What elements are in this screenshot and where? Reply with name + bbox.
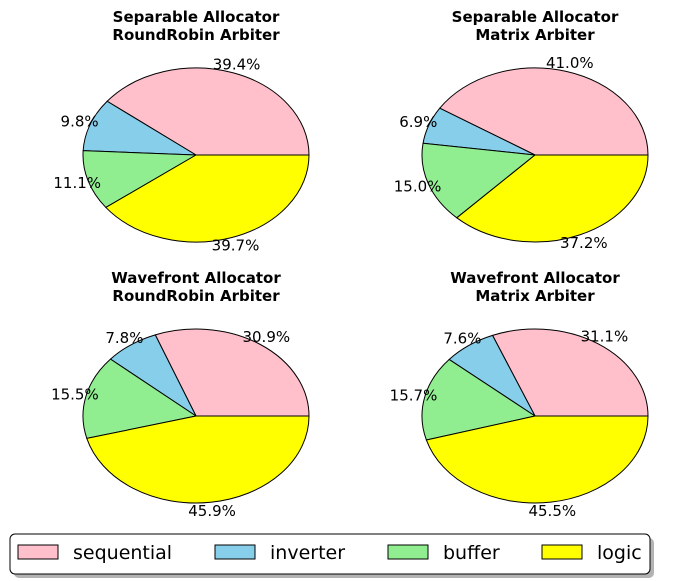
legend-swatch-inverter [214, 544, 256, 560]
pie-wedge-buffer [421, 358, 536, 441]
pie-label-sequential: 41.0% [546, 54, 594, 72]
legend-frame [9, 533, 651, 575]
pie-label-buffer: 15.5% [51, 386, 99, 404]
pie-label-inverter: 9.8% [61, 113, 99, 131]
chart-title: Separable Allocator RoundRobin Arbiter [112, 8, 280, 44]
pie-wedge-logic [86, 415, 310, 504]
pie-wedge-buffer [82, 150, 197, 208]
chart-legend: sequential inverter buffer logic [9, 533, 654, 578]
pie-chart-4: Wavefront Allocator Matrix Arbiter 31.1% 7.… [390, 269, 649, 520]
pie-wedge-buffer [421, 142, 536, 219]
pie-chart-1: Separable Allocator RoundRobin Arbiter 39.… [53, 8, 310, 255]
pie-wedge-logic [425, 415, 649, 504]
pie-label-buffer: 15.7% [390, 387, 438, 405]
legend-label-logic: logic [597, 542, 642, 564]
legend-label-inverter: inverter [270, 542, 345, 564]
pie-wedge-logic [456, 154, 649, 243]
pie-label-inverter: 6.9% [399, 113, 437, 131]
legend-swatch-logic [541, 544, 583, 560]
pie-label-buffer: 11.1% [53, 174, 101, 192]
pie-chart-2: Separable Allocator Matrix Arbiter 41.0% 6.… [394, 8, 649, 252]
pie-label-sequential: 31.1% [581, 328, 629, 346]
legend-label-buffer: buffer [443, 542, 500, 564]
pie-wedge-sequential [154, 328, 310, 417]
legend-swatch-sequential [17, 544, 59, 560]
pie-wedge-sequential [106, 67, 310, 156]
pie-chart-3: Wavefront Allocator RoundRobin Arbiter 30.… [51, 269, 310, 520]
legend-label-sequential: sequential [73, 542, 172, 564]
chart-title: Wavefront Allocator RoundRobin Arbiter [111, 269, 281, 305]
pie-label-inverter: 7.6% [443, 329, 481, 347]
pie-label-buffer: 15.0% [394, 178, 442, 196]
pie-label-sequential: 30.9% [242, 328, 290, 346]
pie-label-sequential: 39.4% [213, 56, 261, 74]
pie-label-logic: 39.7% [212, 237, 260, 255]
pie-label-inverter: 7.8% [105, 329, 143, 347]
legend-swatch-buffer [387, 544, 429, 560]
pie-label-logic: 45.5% [528, 502, 576, 520]
pie-wedge-sequential [492, 328, 649, 417]
chart-title: Wavefront Allocator Matrix Arbiter [450, 269, 620, 305]
pie-wedge-logic [105, 154, 310, 243]
pie-wedge-buffer [82, 358, 197, 439]
pie-label-logic: 37.2% [560, 234, 608, 252]
chart-title: Separable Allocator Matrix Arbiter [452, 8, 619, 44]
pie-label-logic: 45.9% [188, 502, 236, 520]
